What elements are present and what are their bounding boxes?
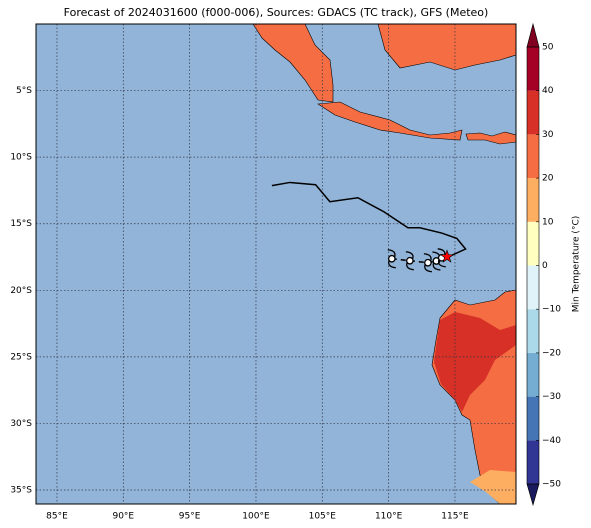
cyclone-marker	[423, 253, 432, 273]
cyclone-marker	[405, 251, 414, 271]
track-layer	[271, 181, 467, 273]
cyclone-marker	[387, 249, 396, 269]
ocean	[36, 24, 516, 504]
cyclone-eye	[406, 256, 414, 265]
cyclone-eye	[387, 254, 396, 263]
colorbar-tick-label: −30	[542, 392, 561, 402]
colorbar-tick-label: −10	[542, 305, 561, 315]
y-tick-label: 10°S	[10, 153, 32, 163]
colorbar-tick-label: 10	[542, 217, 554, 227]
y-tick-label: 20°S	[10, 286, 32, 296]
australia-cool	[470, 470, 516, 504]
colorbar-tick-label: −50	[542, 480, 561, 490]
x-tick-label: 95°E	[179, 512, 201, 522]
colorbar-label: Min Temperature (°C)	[572, 216, 582, 313]
colorbar-tick-label: −40	[542, 436, 561, 446]
y-tick-label: 5°S	[16, 86, 32, 96]
colorbar-tick-label: −20	[542, 348, 561, 358]
sumatra	[252, 23, 334, 103]
colorbar-tick-label: 20	[542, 174, 554, 184]
colorbar-under	[526, 483, 540, 507]
colorbar-tick-label: 40	[542, 86, 554, 96]
track-line	[271, 181, 467, 258]
colorbar-band	[527, 134, 539, 179]
colorbar-band	[527, 309, 539, 353]
cyclone-eye	[424, 258, 432, 267]
y-tick-label: 25°S	[10, 352, 32, 362]
colorbar-band	[527, 221, 539, 266]
chart-title: Forecast of 2024031600 (f000-006), Sourc…	[64, 6, 489, 19]
colorbar-band	[527, 178, 539, 222]
colorbar-band	[527, 352, 539, 397]
land	[252, 23, 517, 505]
y-tick-label: 15°S	[10, 219, 32, 229]
colorbar-band	[527, 47, 539, 91]
grid	[36, 24, 516, 504]
colorbar-tick-label: 30	[542, 130, 554, 140]
colorbar-over	[526, 22, 540, 48]
colorbar-band	[527, 90, 539, 135]
colorbar-band	[527, 396, 539, 441]
australia-warm	[434, 312, 516, 412]
colorbar-tick-label: 0	[542, 261, 548, 271]
x-tick-label: 115°E	[441, 512, 469, 522]
y-tick-label: 30°S	[10, 419, 32, 429]
colorbar-band	[527, 265, 539, 310]
java	[317, 101, 463, 141]
colorbar-tick-label: 50	[542, 43, 554, 53]
current-position	[439, 249, 455, 263]
y-tick-label: 35°S	[10, 486, 32, 496]
map-frame	[35, 23, 517, 505]
colorbar: −50 −40 −30 −20 −10 0 10 20 30 40 50	[526, 22, 561, 507]
x-tick-label: 90°E	[112, 512, 134, 522]
x-tick-label: 110°E	[375, 512, 403, 522]
colorbar-band	[527, 440, 539, 484]
x-tick-label: 105°E	[309, 512, 337, 522]
x-tick-label: 85°E	[46, 512, 68, 522]
x-tick-label: 100°E	[242, 512, 270, 522]
